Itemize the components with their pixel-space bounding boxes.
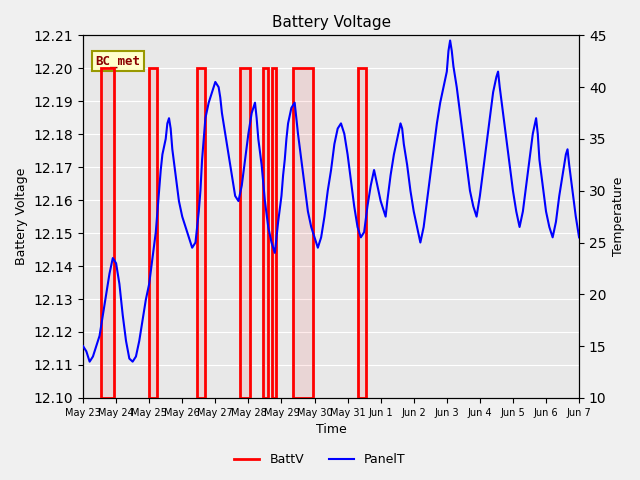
Bar xyxy=(149,68,157,398)
Bar xyxy=(101,68,115,398)
Bar xyxy=(293,68,313,398)
Y-axis label: Temperature: Temperature xyxy=(612,177,625,256)
Y-axis label: Battery Voltage: Battery Voltage xyxy=(15,168,28,265)
Bar xyxy=(271,68,276,398)
Text: BC_met: BC_met xyxy=(95,55,140,68)
Legend: BattV, PanelT: BattV, PanelT xyxy=(229,448,411,471)
Bar xyxy=(197,68,205,398)
X-axis label: Time: Time xyxy=(316,423,346,436)
Bar xyxy=(271,68,276,398)
Bar xyxy=(293,68,313,398)
Bar xyxy=(197,68,205,398)
Title: Battery Voltage: Battery Voltage xyxy=(271,15,390,30)
Bar xyxy=(263,68,268,398)
Bar xyxy=(240,68,250,398)
Bar xyxy=(240,68,250,398)
Bar xyxy=(263,68,268,398)
Bar xyxy=(358,68,366,398)
Bar xyxy=(149,68,157,398)
Bar xyxy=(101,68,115,398)
Bar xyxy=(358,68,366,398)
